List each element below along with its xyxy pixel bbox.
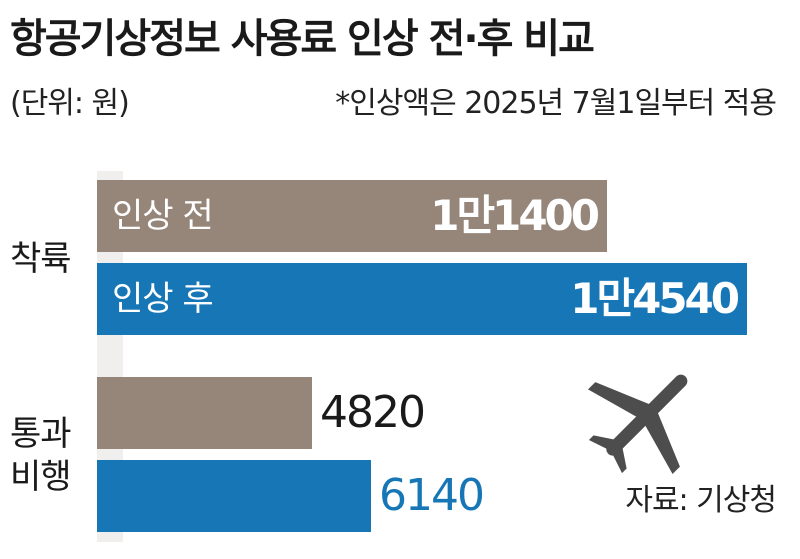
bar-value-label-overflight-before: 4820 bbox=[320, 387, 426, 438]
bar-value-label-overflight-after: 6140 bbox=[379, 470, 485, 521]
chart-title: 항공기상정보 사용료 인상 전·후 비교 bbox=[10, 16, 595, 62]
group-label-overflight: 통과 비행 bbox=[10, 414, 72, 497]
bar-landing-after: 인상 후 1만4540 bbox=[97, 263, 747, 335]
footnote: *인상액은 2025년 7월1일부터 적용 bbox=[335, 86, 777, 121]
bar-overflight-after bbox=[97, 460, 371, 532]
bar-value-label-landing-after: 1만4540 bbox=[570, 274, 740, 323]
source-note: 자료: 기상청 bbox=[625, 483, 777, 518]
airplane-icon bbox=[588, 374, 688, 474]
bar-series-label-after: 인상 후 bbox=[112, 279, 214, 319]
group-label-landing: 착륙 bbox=[10, 239, 72, 279]
bar-overflight-before bbox=[97, 377, 312, 449]
bar-series-label-before: 인상 전 bbox=[112, 196, 214, 236]
unit-note: (단위: 원) bbox=[10, 86, 130, 121]
bar-value-label-landing-before: 1만1400 bbox=[430, 191, 600, 240]
bar-landing-before: 인상 전 1만1400 bbox=[97, 180, 607, 252]
